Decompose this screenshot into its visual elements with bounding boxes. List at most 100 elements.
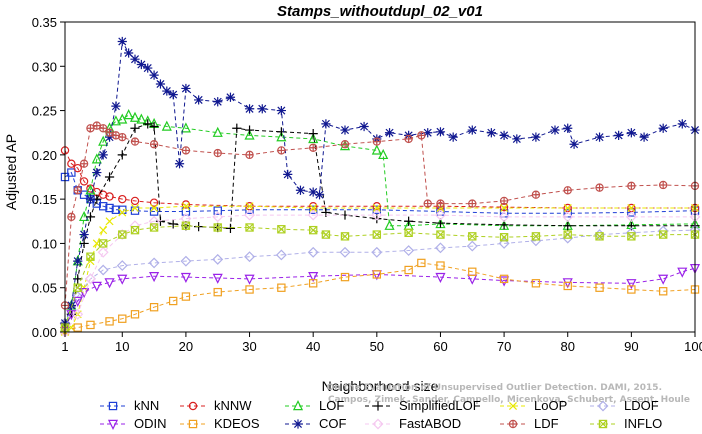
data-point: [244, 129, 255, 140]
legend-label: KDEOS: [214, 416, 260, 431]
data-point: [118, 194, 127, 204]
data-point: [308, 143, 318, 152]
data-point: [307, 209, 319, 221]
data-point: [129, 111, 141, 122]
data-point: [194, 95, 204, 105]
x-tick-label: 100: [684, 339, 702, 354]
data-point: [105, 317, 114, 326]
legend-label: ODIN: [134, 416, 167, 431]
data-point: [149, 70, 159, 80]
data-point: [136, 59, 146, 70]
data-point: [244, 274, 255, 285]
data-point: [563, 230, 572, 239]
legend-item-simplifiedlof: SimplifiedLOF: [365, 398, 481, 413]
data-point: [657, 225, 669, 237]
data-point: [110, 115, 121, 126]
legend-marker: [188, 419, 198, 429]
data-point: [98, 135, 109, 146]
data-point: [276, 127, 286, 137]
data-point: [118, 208, 127, 217]
data-point: [372, 203, 381, 213]
legend-label: LoOP: [534, 398, 567, 413]
data-point: [627, 232, 636, 241]
data-point: [180, 213, 192, 225]
data-point: [118, 132, 127, 142]
data-point: [562, 211, 574, 223]
data-point: [371, 144, 382, 155]
data-point: [435, 242, 446, 254]
legend-marker: [107, 419, 119, 430]
data-point: [595, 232, 604, 241]
data-point: [149, 223, 159, 232]
data-point: [625, 227, 637, 239]
data-point: [321, 119, 331, 129]
data-point: [225, 92, 236, 102]
data-point: [136, 113, 147, 124]
data-point: [105, 203, 114, 213]
data-point: [677, 119, 687, 129]
data-point: [67, 168, 76, 177]
data-point: [275, 249, 287, 261]
data-point: [73, 256, 83, 266]
data-point: [314, 190, 325, 200]
x-tick-label: 40: [306, 339, 320, 354]
data-point: [308, 225, 318, 235]
data-point: [181, 146, 191, 155]
data-point: [143, 119, 153, 129]
legend-marker: [188, 401, 198, 411]
legend-marker: [598, 419, 608, 429]
legend-label: kNN: [134, 398, 159, 413]
data-point: [130, 203, 140, 213]
data-point: [499, 233, 509, 242]
data-point: [105, 217, 114, 226]
data-point: [148, 215, 160, 227]
data-point: [308, 132, 319, 144]
legend-item-knnw: kNNW: [180, 398, 252, 413]
data-point: [563, 123, 573, 133]
series-line-simplifiedlof: [64, 123, 695, 328]
data-point: [372, 270, 382, 279]
data-point: [97, 264, 109, 276]
data-point: [181, 202, 190, 211]
data-point: [124, 48, 134, 58]
data-point: [378, 148, 389, 160]
data-point: [467, 125, 477, 135]
data-point: [79, 190, 89, 199]
data-point: [563, 281, 572, 291]
y-tick-label: 0.25: [32, 104, 57, 119]
legend-item-inflo: INFLO: [590, 416, 662, 431]
y-tick-label: 0.35: [32, 15, 57, 30]
data-point: [423, 199, 432, 208]
data-point: [73, 323, 82, 332]
data-point: [79, 177, 89, 186]
data-point: [212, 126, 223, 137]
legend-label: COF: [319, 416, 347, 431]
data-point: [595, 183, 604, 192]
x-tick-label: 20: [179, 339, 193, 354]
data-point: [468, 267, 477, 276]
data-point: [98, 150, 108, 160]
data-point: [72, 308, 84, 320]
legend-marker: [372, 418, 384, 430]
data-point: [111, 101, 121, 111]
data-point: [486, 128, 496, 138]
data-point: [181, 83, 191, 94]
data-point: [180, 122, 191, 133]
data-point: [79, 229, 89, 240]
data-point: [499, 276, 510, 287]
data-point: [181, 200, 191, 209]
x-tick-label: 10: [115, 339, 129, 354]
data-point: [245, 223, 254, 232]
data-point: [118, 230, 127, 239]
data-point: [627, 203, 636, 213]
data-point: [639, 132, 649, 142]
data-point: [130, 123, 140, 133]
data-point: [73, 186, 82, 195]
legend-marker: [108, 401, 118, 411]
data-point: [550, 125, 560, 135]
legend-label: LDF: [534, 416, 559, 431]
data-point: [85, 273, 96, 285]
data-point: [372, 137, 382, 146]
data-point: [276, 105, 286, 116]
data-point: [92, 167, 102, 178]
